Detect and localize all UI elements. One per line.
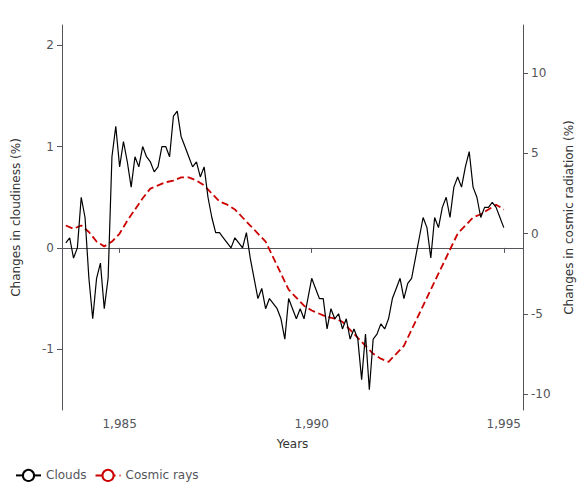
svg-text:Clouds: Clouds	[46, 468, 87, 482]
svg-text:10: 10	[531, 66, 546, 80]
svg-text:-10: -10	[531, 387, 551, 401]
svg-text:1,995: 1,995	[487, 417, 521, 431]
svg-text:Changes in cloudiness (%): Changes in cloudiness (%)	[9, 138, 23, 297]
svg-text:-5: -5	[531, 307, 543, 321]
svg-text:1,990: 1,990	[295, 417, 329, 431]
svg-text:1,985: 1,985	[102, 417, 136, 431]
svg-text:1: 1	[46, 140, 54, 154]
svg-text:5: 5	[531, 146, 539, 160]
svg-text:2: 2	[46, 38, 54, 52]
svg-text:Years: Years	[276, 437, 309, 451]
svg-text:Changes in cosmic radiation (%: Changes in cosmic radiation (%)	[562, 120, 576, 315]
svg-text:0: 0	[46, 241, 54, 255]
svg-text:Cosmic rays: Cosmic rays	[126, 468, 199, 482]
svg-text:0: 0	[531, 227, 539, 241]
svg-text:-1: -1	[42, 342, 54, 356]
